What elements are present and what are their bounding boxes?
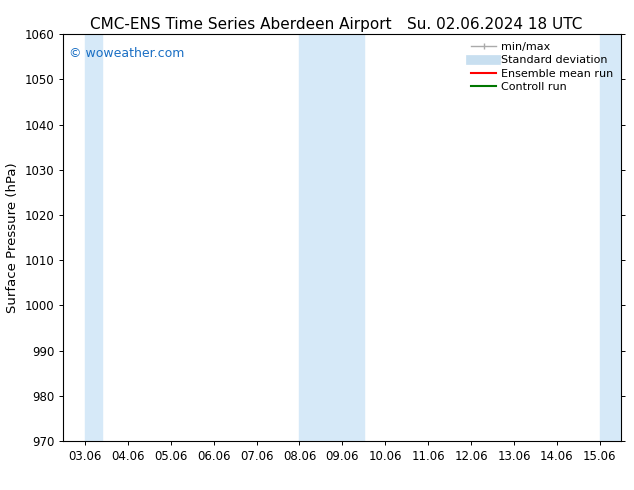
Text: CMC-ENS Time Series Aberdeen Airport: CMC-ENS Time Series Aberdeen Airport: [90, 17, 392, 32]
Text: Su. 02.06.2024 18 UTC: Su. 02.06.2024 18 UTC: [407, 17, 582, 32]
Bar: [299, 34, 364, 441]
Bar: [85, 34, 102, 441]
Bar: [600, 34, 621, 441]
Legend: min/max, Standard deviation, Ensemble mean run, Controll run: min/max, Standard deviation, Ensemble me…: [467, 38, 618, 97]
Y-axis label: Surface Pressure (hPa): Surface Pressure (hPa): [6, 162, 19, 313]
Text: © woweather.com: © woweather.com: [69, 47, 184, 59]
